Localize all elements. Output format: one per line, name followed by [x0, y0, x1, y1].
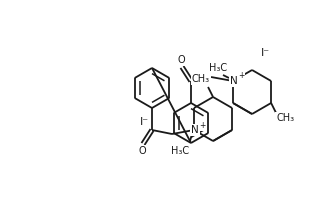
Text: H₃C: H₃C: [171, 146, 189, 156]
Text: N: N: [230, 76, 238, 86]
Text: O: O: [138, 146, 146, 156]
Text: I⁻: I⁻: [260, 48, 270, 58]
Text: H₃C: H₃C: [209, 63, 227, 73]
Text: O: O: [177, 55, 185, 65]
Text: +: +: [238, 72, 244, 80]
Text: CH₃: CH₃: [276, 113, 294, 123]
Text: N: N: [191, 125, 199, 135]
Text: +: +: [199, 120, 205, 129]
Text: I⁻: I⁻: [140, 117, 148, 127]
Text: CH₃: CH₃: [192, 74, 210, 84]
